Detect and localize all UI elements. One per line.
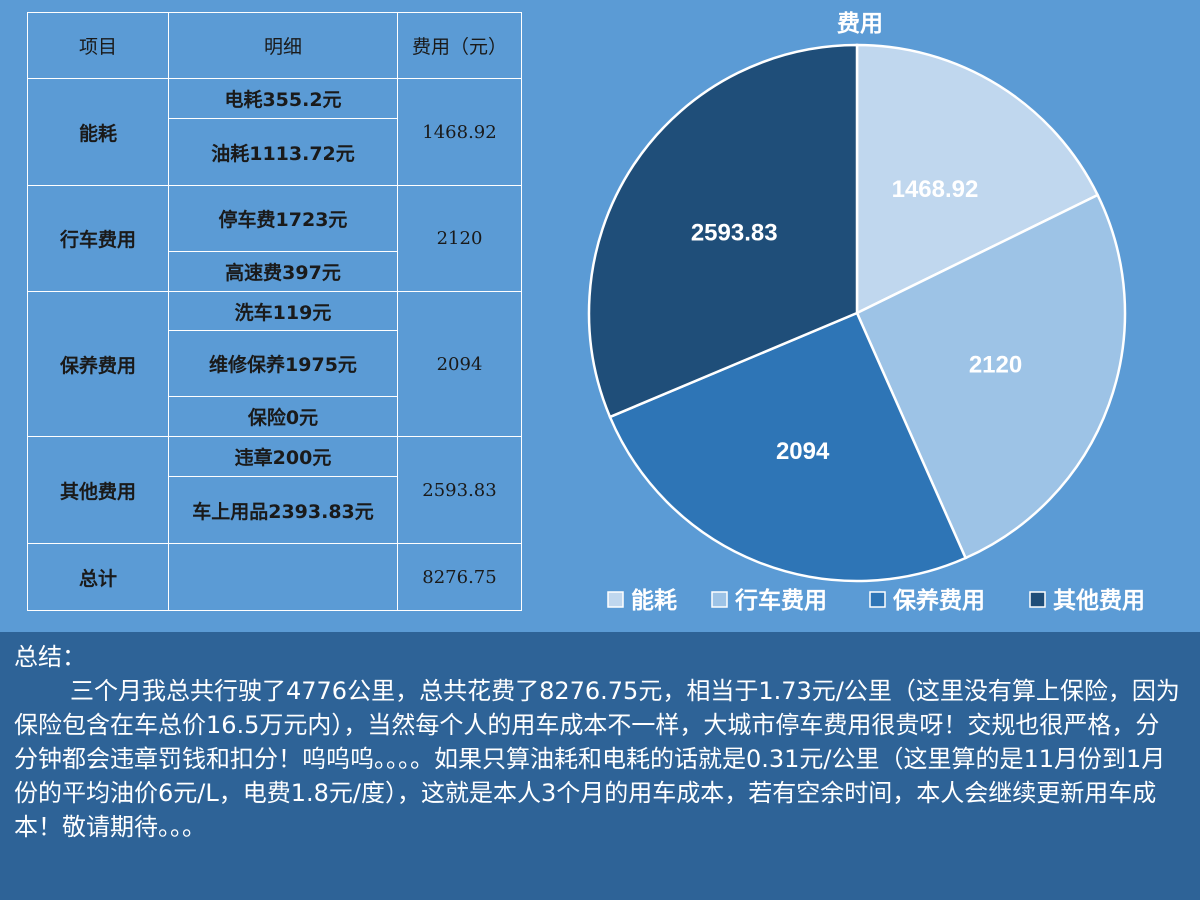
total-cell: 2094 [397,291,522,437]
slice-data-label: 2593.83 [691,219,778,246]
chart-title: 费用 [837,11,883,37]
table-row: 维修保养1975元 [28,330,522,397]
table-row: 车上用品2393.83元 [28,476,522,544]
detail-cell: 保险0元 [168,396,398,437]
legend-swatch [607,591,624,608]
table-row: 高速费397元 [28,251,522,292]
pie-slice [587,43,859,419]
table-row: 能耗 电耗355.2元 1468.92 [27,78,522,186]
detail-cell: 维修保养1975元 [168,330,398,397]
total-cell: 2120 [397,185,522,292]
table-row: 保养费用 洗车119元 2094 [27,291,522,437]
pie-chart: 费用 1468.92 2120 2094 2593.83 能耗 行车费用 保养费用 其他费用 [587,11,1145,614]
detail-cell: 车上用品2393.83元 [168,476,398,544]
legend-label: 行车费用 [734,587,827,614]
header-detail: 明细 [168,12,398,79]
category-cell: 行车费用 [27,185,169,292]
table-row: 保险0元 [28,396,522,437]
total-cell: 1468.92 [397,78,522,186]
legend-swatch [869,591,886,608]
summary-title: 总结： [14,643,86,671]
category-cell: 其他费用 [27,436,169,544]
table-sum-row: 总计 8276.75 [27,543,522,611]
detail-cell: 洗车119元 [168,291,398,331]
legend-label: 能耗 [631,587,677,614]
sum-total-cell: 8276.75 [397,543,522,611]
summary-text: 三个月我总共行驶了4776公里，总共花费了8276.75元，相当于1.73元/公… [14,677,1180,841]
cost-table: 项目 明细 费用（元） 能耗 电耗355.2元 1468.92 油耗1113.7… [27,12,522,611]
table-row: 其他费用 违章200元 2593.83 [27,436,522,544]
slice-data-label: 2094 [776,438,830,465]
detail-cell: 高速费397元 [168,251,398,292]
legend-swatch [711,591,728,608]
pie-slice [855,193,1127,560]
slice-data-label: 2120 [969,351,1022,378]
slice-data-label: 1468.92 [892,176,979,203]
legend-label: 其他费用 [1053,588,1145,614]
detail-cell: 油耗1113.72元 [168,118,398,186]
header-cost: 费用（元） [397,12,522,79]
total-cell: 2593.83 [397,436,522,544]
table-header-row: 项目 明细 费用（元） [27,12,522,79]
legend-label: 保养费用 [892,587,985,614]
header-item: 项目 [27,12,169,79]
detail-cell: 违章200元 [168,436,398,477]
pie-slice [855,43,1100,316]
detail-cell: 电耗355.2元 [168,78,398,119]
sum-label-cell: 总计 [27,543,169,611]
table-row: 行车费用 停车费1723元 2120 [27,185,522,292]
category-cell: 保养费用 [27,291,169,437]
category-cell: 能耗 [27,78,169,186]
sum-detail-cell [168,543,398,611]
legend-swatch [1029,591,1046,608]
summary-panel: 总结： 三个月我总共行驶了4776公里，总共花费了8276.75元，相当于1.7… [0,632,1200,900]
detail-cell: 停车费1723元 [168,185,398,252]
table-row: 油耗1113.72元 [28,118,522,186]
